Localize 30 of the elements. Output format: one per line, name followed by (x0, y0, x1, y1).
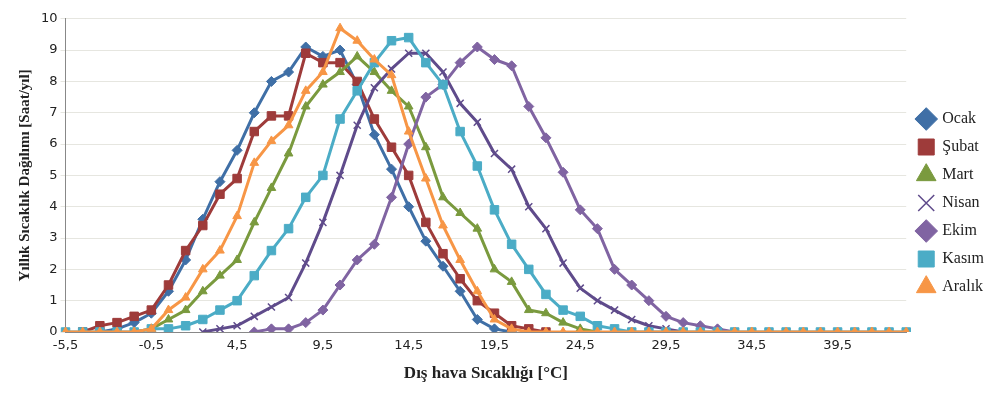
legend-label: Kasım (942, 249, 985, 267)
y-tick-label: 1 (49, 292, 58, 308)
legend-label: Aralık (942, 277, 984, 295)
legend-label: Ekim (942, 221, 978, 239)
x-tick-label: 39,5 (823, 337, 853, 353)
legend-label: Mart (942, 165, 974, 183)
y-tick-label: 4 (49, 198, 58, 214)
x-tick-label: 19,5 (479, 337, 509, 353)
x-tick-label: 14,5 (394, 337, 424, 353)
y-tick-label: 6 (49, 135, 58, 151)
y-tick-label: 8 (49, 72, 58, 88)
x-tick-label: 29,5 (651, 337, 681, 353)
x-tick-label: 24,5 (565, 337, 595, 353)
legend-label: Ocak (942, 109, 976, 127)
y-tick-label: 7 (49, 104, 58, 120)
y-axis-title: Yıllık Sıcaklık Dağılımı [Saat/yıl] (15, 69, 32, 282)
y-tick-label: 10 (41, 10, 58, 26)
y-tick-label: 2 (49, 260, 58, 276)
x-tick-label: 34,5 (737, 337, 767, 353)
x-tick-label: -5,5 (52, 337, 79, 353)
x-tick-label: 9,5 (312, 337, 334, 353)
y-tick-label: 9 (49, 41, 58, 57)
y-tick-label: 0 (49, 323, 58, 339)
x-axis-title: Dış hava Sıcaklığı [°C] (403, 363, 568, 383)
legend-label: Şubat (942, 137, 980, 156)
y-tick-label: 3 (49, 229, 58, 245)
x-tick-label: 4,5 (226, 337, 248, 353)
y-tick-label: 5 (49, 166, 58, 182)
x-tick-label: -0,5 (138, 337, 165, 353)
legend-label: Nisan (942, 193, 980, 211)
